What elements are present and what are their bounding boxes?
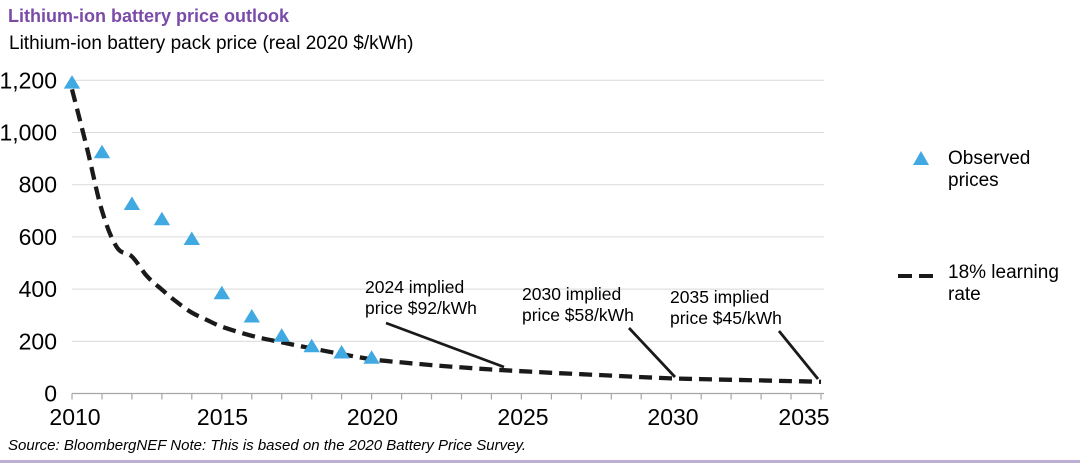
y-tick-label-0: 0 xyxy=(44,381,57,407)
triangle-marker-icon xyxy=(913,151,929,165)
x-tick-label-2035: 2035 xyxy=(778,404,829,430)
annotation-2035: 2035 implied price $45/kWh xyxy=(670,287,782,328)
observed-point-2010 xyxy=(63,75,81,89)
x-tick-label-2010: 2010 xyxy=(49,404,100,430)
legend-observed-line2: prices xyxy=(948,170,999,191)
y-tick-label-1,000: 1,000 xyxy=(0,120,57,146)
legend-label-observed: Observed prices xyxy=(948,148,1030,192)
observed-point-2013 xyxy=(153,211,171,226)
annotation-2035-line1: 2035 implied xyxy=(670,287,770,307)
source-note: Source: BloombergNEF Note: This is based… xyxy=(8,437,527,454)
dashed-line-icon xyxy=(898,274,936,278)
x-tick-label-2020: 2020 xyxy=(347,404,398,430)
annotation-2024-line1: 2024 implied xyxy=(365,277,465,297)
x-tick-label-2025: 2025 xyxy=(497,404,548,430)
observed-point-2019 xyxy=(333,345,350,359)
legend-observed-line1: Observed xyxy=(948,148,1031,169)
observed-point-2015 xyxy=(213,285,230,300)
observed-point-2017 xyxy=(273,328,290,342)
chart-title: Lithium-ion battery price outlook xyxy=(8,6,290,26)
y-tick-label-800: 800 xyxy=(19,172,57,198)
annotation-leader-2024 xyxy=(385,321,505,369)
y-tick-label-400: 400 xyxy=(19,276,57,302)
y-tick-label-1,200: 1,200 xyxy=(0,67,57,93)
annotation-2030-line1: 2030 implied xyxy=(522,284,622,304)
legend-learning-line1: 18% learning xyxy=(948,262,1059,283)
observed-point-2018 xyxy=(303,338,320,353)
observed-point-2016 xyxy=(243,309,260,323)
annotation-2030: 2030 implied price $58/kWh xyxy=(522,284,634,325)
x-tick-label-2030: 2030 xyxy=(647,404,698,430)
annotation-2035-line2: price $45/kWh xyxy=(670,307,782,328)
annotation-2030-line2: price $58/kWh xyxy=(522,304,634,325)
legend-item-learning-rate: 18% learning rate xyxy=(898,262,1059,306)
legend-item-observed: Observed prices xyxy=(898,148,1030,192)
annotation-leader-2030 xyxy=(627,327,677,378)
annotation-leader-2035 xyxy=(777,330,820,380)
observed-point-2012 xyxy=(123,196,141,210)
y-tick-label-200: 200 xyxy=(19,328,57,354)
observed-point-2020 xyxy=(363,350,380,364)
annotation-2024-line2: price $92/kWh xyxy=(365,297,477,318)
annotation-2024: 2024 implied price $92/kWh xyxy=(365,277,477,318)
y-tick-label-600: 600 xyxy=(19,224,57,250)
x-tick-label-2015: 2015 xyxy=(197,404,248,430)
bottom-rule xyxy=(0,460,1080,463)
legend-learning-line2: rate xyxy=(948,284,981,305)
observed-point-2014 xyxy=(183,231,200,245)
observed-point-2011 xyxy=(93,144,111,159)
learning-rate-curve xyxy=(69,88,822,384)
legend-label-learning-rate: 18% learning rate xyxy=(948,262,1059,306)
chart-subtitle: Lithium-ion battery pack price (real 202… xyxy=(9,33,414,54)
